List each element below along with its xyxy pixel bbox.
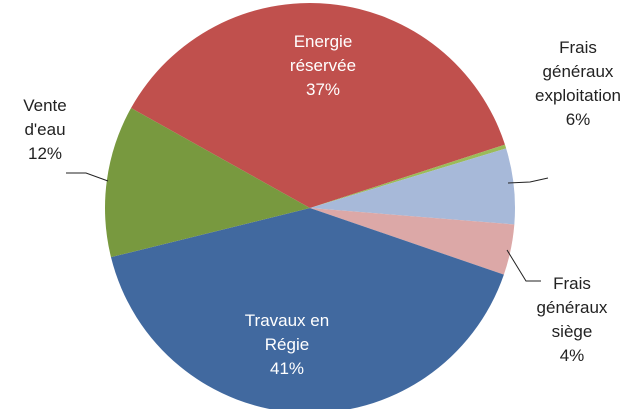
leader-line xyxy=(66,172,109,182)
pie-slice xyxy=(310,208,515,275)
value-label: 4% xyxy=(559,346,585,365)
slice-label: Frais généraux siège 4% xyxy=(522,272,622,368)
category-label: Frais généraux exploitation xyxy=(535,38,622,105)
slice-label: Travaux en Régie 41% xyxy=(232,309,342,381)
slice-label: Energie réservée 37% xyxy=(263,30,383,102)
value-label: 41% xyxy=(269,359,305,378)
pie-slice xyxy=(310,144,507,208)
category-label: Vente d'eau xyxy=(23,96,67,139)
slice-label: Frais généraux exploitation 6% xyxy=(535,36,621,132)
category-label: Energie réservée xyxy=(289,32,357,75)
value-label: 12% xyxy=(27,144,63,163)
pie-slice xyxy=(104,107,310,258)
value-label: 6% xyxy=(565,110,591,129)
pie-slice xyxy=(110,208,504,409)
leader-line xyxy=(507,177,549,184)
leader-line xyxy=(506,249,541,282)
value-label: 37% xyxy=(305,80,341,99)
slice-label: Vente d'eau 12% xyxy=(5,94,85,166)
pie-slice xyxy=(310,148,515,225)
pie-slice xyxy=(131,3,505,208)
category-label: Frais généraux siège xyxy=(536,274,608,341)
category-label: Travaux en Régie xyxy=(244,311,330,354)
